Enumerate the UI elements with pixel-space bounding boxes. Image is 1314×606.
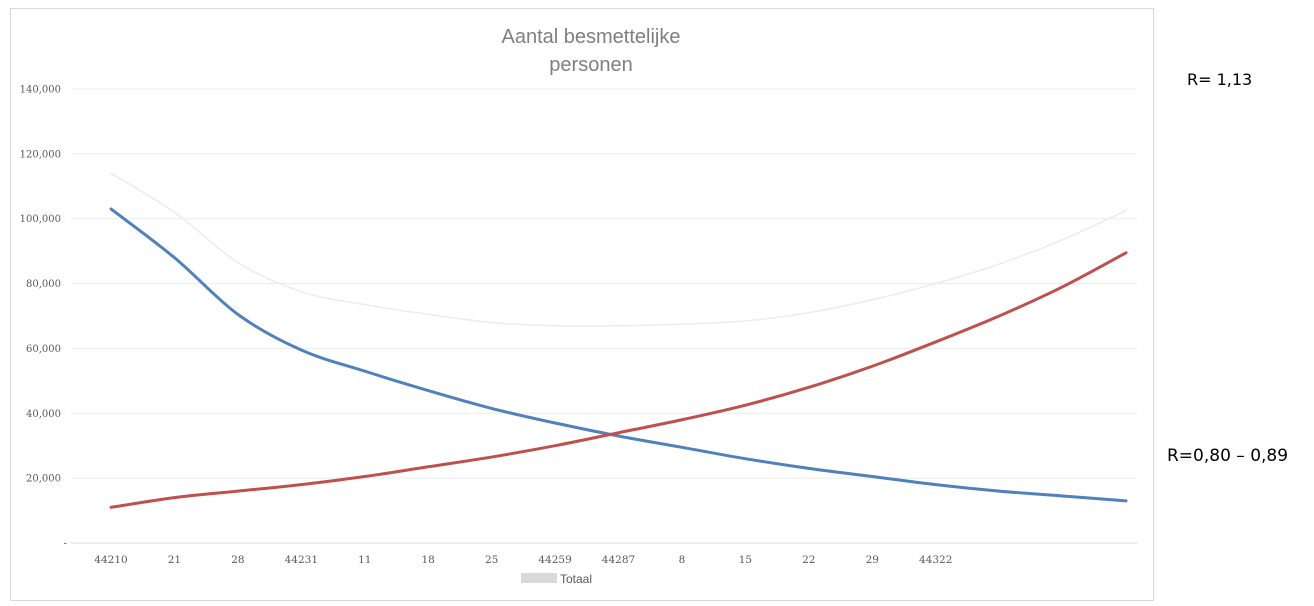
line-chart: - 20,000 40,000 60,000 80,000 100,000 120,000 1…	[20, 26, 1137, 586]
y-tick-label: 40,000	[26, 409, 61, 420]
x-tick-label: 11	[358, 554, 371, 566]
series-lines	[109, 172, 1128, 509]
annotation-r-bottom: R=0,80 – 0,89	[1167, 446, 1289, 466]
y-tick-label: 80,000	[26, 279, 61, 290]
series-line-red	[109, 251, 1128, 509]
x-tick-label: 44287	[602, 554, 635, 566]
y-tick-label: -	[64, 539, 67, 550]
annotation-r-top: R= 1,13	[1187, 70, 1253, 89]
y-tick-label: 120,000	[20, 149, 61, 160]
legend-swatch-totaal	[521, 573, 557, 583]
legend: Totaal	[521, 572, 592, 586]
x-tick-label: 8	[679, 554, 686, 566]
x-tick-label: 22	[802, 554, 815, 566]
chart-title-line-2: personen	[549, 54, 632, 76]
x-tick-label: 28	[231, 554, 244, 566]
legend-label-totaal: Totaal	[560, 572, 592, 586]
x-tick-label: 44231	[285, 554, 318, 566]
x-axis-ticks: 44210 21 28 44231 11 18 25 44259 44287 8 15 22 29 443…	[94, 554, 952, 566]
x-tick-label: 18	[422, 554, 435, 566]
y-tick-label: 140,000	[20, 85, 61, 96]
x-tick-label: 25	[485, 554, 498, 566]
gridlines	[71, 88, 1137, 544]
y-tick-label: 100,000	[20, 214, 61, 225]
x-tick-label: 44259	[538, 554, 571, 566]
y-axis-ticks: - 20,000 40,000 60,000 80,000 100,000 120,000 1…	[20, 85, 67, 550]
x-tick-label: 29	[866, 554, 879, 566]
chart-area: - 20,000 40,000 60,000 80,000 100,000 120,000 1…	[10, 8, 1154, 601]
chart-title-line-1: Aantal besmettelijke	[502, 26, 681, 48]
series-line-totaal	[110, 172, 1127, 327]
x-tick-label: 15	[739, 554, 752, 566]
x-tick-label: 21	[168, 554, 181, 566]
x-tick-label: 44322	[919, 554, 952, 566]
y-tick-label: 20,000	[26, 474, 61, 485]
y-tick-label: 60,000	[26, 344, 61, 355]
series-line-blue	[109, 207, 1128, 503]
x-tick-label: 44210	[94, 554, 127, 566]
